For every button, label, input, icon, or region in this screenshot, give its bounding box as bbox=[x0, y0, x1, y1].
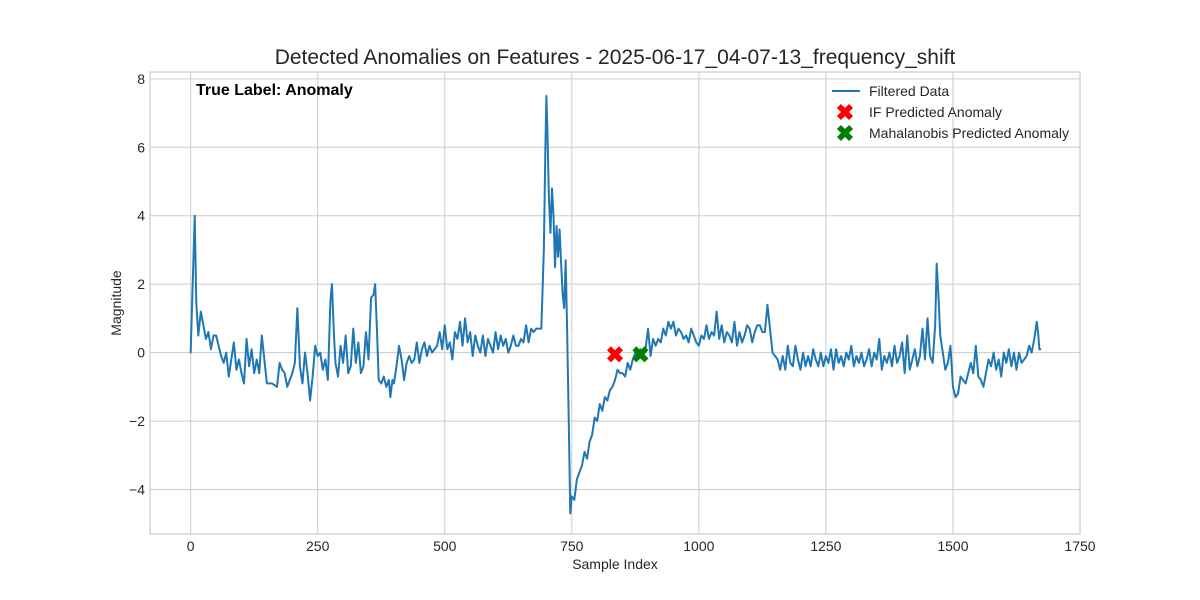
x-tick-label: 1750 bbox=[1064, 538, 1095, 554]
legend-label: IF Predicted Anomaly bbox=[869, 104, 1002, 120]
x-tick-label: 1000 bbox=[683, 538, 714, 554]
x-axis-label: Sample Index bbox=[572, 556, 658, 572]
y-tick-label: 8 bbox=[137, 71, 145, 87]
mahalanobis-anomaly-marker bbox=[632, 346, 649, 363]
x-tick-label: 500 bbox=[433, 538, 457, 554]
x-tick-label: 1250 bbox=[810, 538, 841, 554]
legend-mahalanobis-marker bbox=[836, 124, 854, 142]
x-tick-label: 1500 bbox=[937, 538, 968, 554]
legend-if-marker bbox=[836, 103, 854, 121]
annotation-true-label: True Label: Anomaly bbox=[196, 82, 353, 99]
legend: Filtered Data IF Predicted Anomaly Mahalan… bbox=[832, 83, 1069, 142]
y-tick-label: 0 bbox=[137, 345, 145, 361]
x-tick-label: 750 bbox=[560, 538, 584, 554]
y-axis: −4 −2 0 2 4 6 8 bbox=[129, 71, 145, 498]
x-axis: 0 250 500 750 1000 1250 1500 1750 bbox=[187, 538, 1096, 554]
chart-title: Detected Anomalies on Features - 2025-06… bbox=[275, 46, 956, 69]
if-anomaly-marker bbox=[606, 346, 624, 363]
y-tick-label: −4 bbox=[129, 482, 145, 498]
plot-frame bbox=[149, 71, 1081, 535]
legend-label: Filtered Data bbox=[869, 83, 949, 99]
legend-label: Mahalanobis Predicted Anomaly bbox=[869, 125, 1069, 141]
y-tick-label: 6 bbox=[137, 139, 145, 155]
x-tick-label: 0 bbox=[187, 538, 195, 554]
y-tick-label: −2 bbox=[129, 413, 145, 429]
series-layer bbox=[189, 94, 1042, 515]
series-line-filtered-data bbox=[189, 94, 1042, 515]
y-tick-label: 2 bbox=[137, 276, 145, 292]
y-axis-label: Magnitude bbox=[108, 270, 124, 336]
x-tick-label: 250 bbox=[306, 538, 330, 554]
y-tick-label: 4 bbox=[137, 208, 145, 224]
